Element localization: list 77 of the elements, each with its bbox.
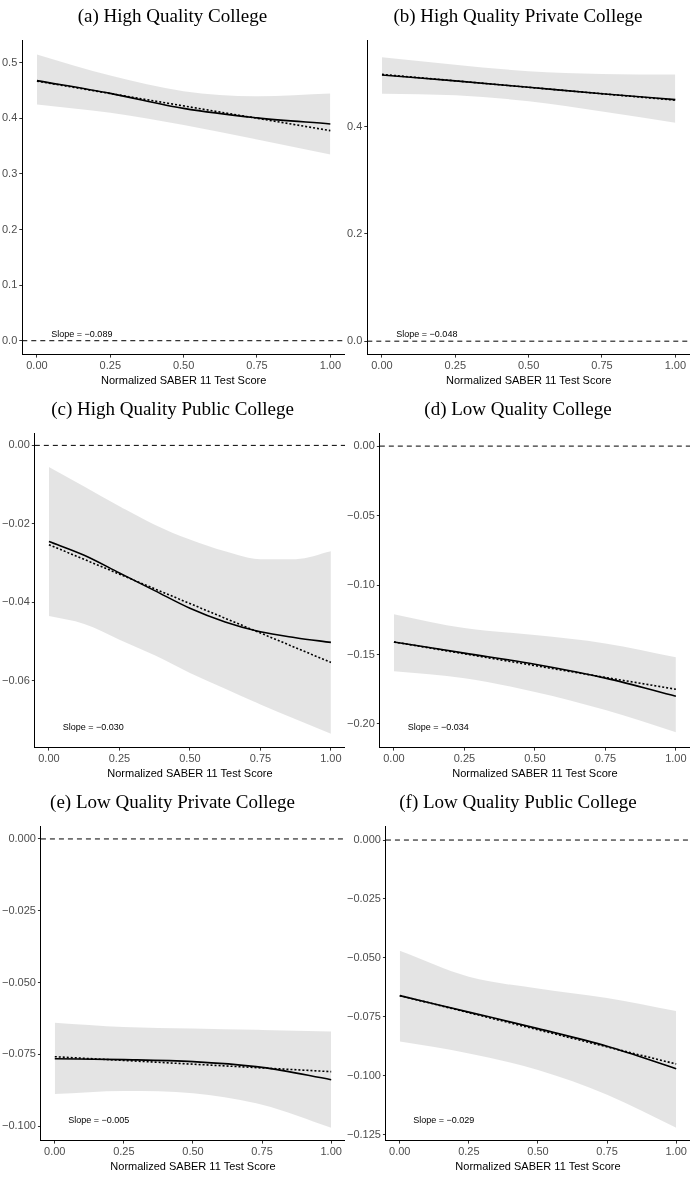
y-tick-label: 0.000 xyxy=(8,831,36,844)
annotation: Slope = −0.089 xyxy=(51,328,113,339)
x-tick-label: 0.00 xyxy=(371,359,393,372)
x-tick-label: 0.25 xyxy=(108,752,131,765)
chart-title: (d) Low Quality College xyxy=(423,397,613,421)
x-tick-label: 1.00 xyxy=(320,1145,342,1158)
x-tick-label: 0.75 xyxy=(594,752,617,765)
y-tick-label: −0.06 xyxy=(1,673,30,686)
x-tick-label: 0.75 xyxy=(246,359,268,372)
x-tick-label: 0.25 xyxy=(453,752,476,765)
y-tick-label: −0.100 xyxy=(2,1119,36,1132)
chart-title: (b) High Quality Private College xyxy=(392,4,644,28)
y-tick-label: −0.025 xyxy=(347,892,381,904)
y-tick-label: 0.3 xyxy=(1,167,18,180)
x-tick-label: 0.00 xyxy=(26,359,48,372)
x-tick-label: 0.25 xyxy=(458,1145,480,1158)
y-tick-label: −0.025 xyxy=(2,903,36,916)
x-axis-title: Normalized SABER 11 Test Score xyxy=(101,374,267,387)
x-tick-label: 0.50 xyxy=(524,752,546,765)
y-tick-label: −0.050 xyxy=(347,950,381,963)
y-tick-label: 0.2 xyxy=(346,226,363,239)
chart-title: (c) High Quality Public College xyxy=(50,397,295,421)
y-tick-label: 0.0 xyxy=(346,334,363,347)
y-tick-label: 0.2 xyxy=(1,222,18,235)
y-tick-label: 0.1 xyxy=(1,278,18,291)
x-tick-label: 0.50 xyxy=(182,1145,204,1158)
x-tick-label: 0.00 xyxy=(389,1145,411,1158)
x-axis-title: Normalized SABER 11 Test Score xyxy=(107,767,273,780)
chart-title: (e) Low Quality Private College xyxy=(49,790,296,814)
annotation: Slope = −0.034 xyxy=(407,721,469,732)
annotation: Slope = −0.048 xyxy=(396,328,458,339)
y-tick-label: −0.05 xyxy=(346,508,375,521)
y-tick-label: 0.4 xyxy=(1,111,18,124)
annotation: Slope = −0.030 xyxy=(62,721,124,732)
x-tick-label: 1.00 xyxy=(665,752,687,765)
y-tick-label: 0.0 xyxy=(1,333,18,346)
x-tick-label: 0.25 xyxy=(113,1145,135,1158)
x-tick-label: 0.75 xyxy=(591,359,613,372)
x-tick-label: 0.00 xyxy=(38,752,60,765)
x-axis-title: Normalized SABER 11 Test Score xyxy=(110,1160,276,1173)
x-tick-label: 0.50 xyxy=(527,1145,549,1158)
y-tick-label: −0.10 xyxy=(346,578,375,591)
x-tick-label: 0.50 xyxy=(172,359,195,372)
x-tick-label: 0.00 xyxy=(44,1145,66,1158)
x-tick-label: 1.00 xyxy=(665,1145,687,1158)
y-tick-label: 0.5 xyxy=(1,55,18,68)
y-tick-label: 0.00 xyxy=(353,439,375,452)
x-tick-label: 0.75 xyxy=(251,1145,273,1158)
chart-title: (a) High Quality College xyxy=(76,4,269,28)
y-tick-label: −0.04 xyxy=(1,595,30,608)
annotation: Slope = −0.029 xyxy=(413,1114,475,1125)
x-tick-label: 1.00 xyxy=(320,752,342,765)
chart-title: (f) Low Quality Public College xyxy=(398,790,638,814)
x-axis-title: Normalized SABER 11 Test Score xyxy=(455,1160,621,1173)
x-axis-title: Normalized SABER 11 Test Score xyxy=(452,767,618,780)
x-tick-label: 1.00 xyxy=(664,359,687,372)
annotation: Slope = −0.005 xyxy=(68,1114,130,1125)
x-tick-label: 0.75 xyxy=(596,1145,618,1158)
y-tick-label: 0.000 xyxy=(353,833,381,846)
x-tick-label: 0.00 xyxy=(383,752,405,765)
x-tick-label: 0.25 xyxy=(444,359,467,372)
y-tick-label: −0.125 xyxy=(347,1127,381,1140)
y-tick-label: −0.075 xyxy=(2,1047,36,1060)
x-tick-label: 0.50 xyxy=(517,359,540,372)
y-tick-label: 0.4 xyxy=(346,119,363,132)
x-tick-label: 0.50 xyxy=(179,752,201,765)
x-tick-label: 0.25 xyxy=(99,359,122,372)
x-tick-label: 1.00 xyxy=(319,359,342,372)
y-tick-label: −0.02 xyxy=(1,516,30,529)
y-tick-label: −0.050 xyxy=(2,975,36,988)
y-tick-label: 0.00 xyxy=(8,438,30,451)
y-tick-label: −0.100 xyxy=(347,1068,381,1081)
y-tick-label: −0.075 xyxy=(347,1009,381,1022)
y-tick-label: −0.20 xyxy=(346,717,375,730)
x-axis-title: Normalized SABER 11 Test Score xyxy=(446,374,612,387)
x-tick-label: 0.75 xyxy=(249,752,272,765)
y-tick-label: −0.15 xyxy=(346,647,375,660)
